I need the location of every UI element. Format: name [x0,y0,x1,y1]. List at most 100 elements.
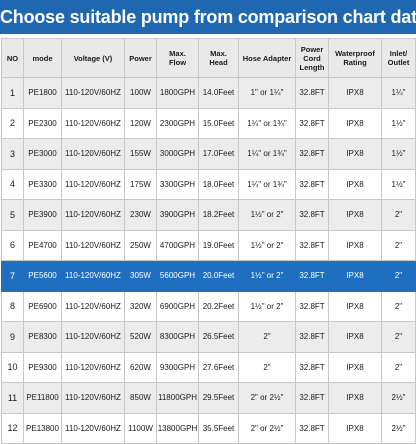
cell-hose-adapter: 1½" or 2" [238,199,296,231]
table-row: 11 PE11800 110-120V/60HZ 850W 11800GPH 29.5Fe… [1,382,416,414]
table-row: 10 PE9300 110-120V/60HZ 620W 9300GPH 27.6Feet… [1,351,416,383]
cell-power-cord-length: 32.8FT [295,199,329,231]
cell-power-cord-length: 32.8FT [295,77,329,109]
cell-power: 1100W [124,412,157,444]
cell-max-flow: 3000GPH [156,138,199,170]
cell-mode: PE8300 [23,321,62,353]
cell-mode: PE13800 [23,412,62,444]
cell-hose-adapter: 2" [238,351,296,383]
cell-inlet-outlet: 2½" [381,382,416,414]
cell-max-flow: 9300GPH [156,351,199,383]
column-header-hose-adapter: Hose Adapter [238,38,296,78]
cell-power-cord-length: 32.8FT [295,382,329,414]
cell-no: 10 [1,351,24,383]
cell-no: 3 [1,138,24,170]
cell-max-head: 27.6Feet [198,351,239,383]
column-header-waterproof-rating: Waterproof Rating [328,38,382,78]
column-header-power-cord-length: Power Cord Length [295,38,329,78]
cell-max-flow: 1800GPH [156,77,199,109]
cell-no: 2 [1,107,24,139]
table-row: 12 PE13800 110-120V/60HZ 1100W 13800GPH 35.5F… [1,412,416,444]
table-row: 6 PE4700 110-120V/60HZ 250W 4700GPH 19.0Feet 1… [1,229,416,261]
cell-power: 120W [124,107,157,139]
cell-mode: PE3900 [23,199,62,231]
cell-voltage: 110-120V/60HZ [61,199,125,231]
cell-power: 305W [124,260,157,292]
cell-hose-adapter: 1½" or 2" [238,260,296,292]
cell-voltage: 110-120V/60HZ [61,229,125,261]
cell-mode: PE11800 [23,382,62,414]
cell-no: 1 [1,77,24,109]
cell-inlet-outlet: 1¼" [381,77,416,109]
cell-voltage: 110-120V/60HZ [61,107,125,139]
cell-power: 230W [124,199,157,231]
cell-inlet-outlet: 1½" [381,107,416,139]
cell-max-head: 29.5Feet [198,382,239,414]
cell-waterproof-rating: IPX8 [328,138,382,170]
cell-max-head: 18.2Feet [198,199,239,231]
cell-voltage: 110-120V/60HZ [61,382,125,414]
cell-power: 175W [124,168,157,200]
cell-voltage: 110-120V/60HZ [61,412,125,444]
cell-max-flow: 3300GPH [156,168,199,200]
cell-power-cord-length: 32.8FT [295,260,329,292]
cell-waterproof-rating: IPX8 [328,321,382,353]
cell-power: 155W [124,138,157,170]
cell-no: 12 [1,412,24,444]
cell-hose-adapter: 1¼" or 1¾" [238,138,296,170]
cell-mode: PE2300 [23,107,62,139]
table-row: 8 PE6900 110-120V/60HZ 320W 6900GPH 20.2Feet 1… [1,290,416,322]
cell-mode: PE3000 [23,138,62,170]
cell-inlet-outlet: 1½" [381,168,416,200]
cell-power: 250W [124,229,157,261]
cell-max-flow: 5600GPH [156,260,199,292]
cell-voltage: 110-120V/60HZ [61,351,125,383]
cell-power: 520W [124,321,157,353]
cell-hose-adapter: 2" or 2½" [238,412,296,444]
cell-hose-adapter: 1¼" or 1¾" [238,107,296,139]
cell-max-flow: 8300GPH [156,321,199,353]
column-header-max-flow: Max. Flow [156,38,199,78]
cell-waterproof-rating: IPX8 [328,199,382,231]
cell-hose-adapter: 2" [238,321,296,353]
pump-comparison-table: NO mode Voltage (V) Power Max. Flow Max. Head Ho… [1,38,416,444]
cell-power-cord-length: 32.8FT [295,290,329,322]
cell-voltage: 110-120V/60HZ [61,138,125,170]
cell-max-head: 19.0Feet [198,229,239,261]
cell-power-cord-length: 32.8FT [295,107,329,139]
cell-inlet-outlet: 1½" [381,138,416,170]
table-row: 7 PE5600 110-120V/60HZ 305W 5600GPH 20.0Feet 1… [1,260,416,292]
cell-waterproof-rating: IPX8 [328,168,382,200]
cell-power-cord-length: 32.8FT [295,168,329,200]
cell-power-cord-length: 32.8FT [295,321,329,353]
cell-inlet-outlet: 2" [381,229,416,261]
cell-waterproof-rating: IPX8 [328,412,382,444]
cell-mode: PE6900 [23,290,62,322]
cell-no: 5 [1,199,24,231]
cell-hose-adapter: 2" or 2½" [238,382,296,414]
cell-hose-adapter: 1¼" or 1¾" [238,168,296,200]
column-header-inlet-outlet: Inlet/Outlet [381,38,416,78]
cell-inlet-outlet: 2" [381,199,416,231]
cell-max-flow: 11800GPH [156,382,199,414]
cell-power: 320W [124,290,157,322]
cell-max-head: 35.5Feet [198,412,239,444]
column-header-no: NO [1,38,24,78]
cell-max-head: 14.0Feet [198,77,239,109]
cell-max-head: 17.0Feet [198,138,239,170]
cell-hose-adapter: 1" or 1¼" [238,77,296,109]
cell-no: 4 [1,168,24,200]
column-header-power: Power [124,38,157,78]
cell-no: 8 [1,290,24,322]
cell-power-cord-length: 32.8FT [295,351,329,383]
cell-power: 620W [124,351,157,383]
cell-no: 9 [1,321,24,353]
cell-power-cord-length: 32.8FT [295,412,329,444]
cell-hose-adapter: 1½" or 2" [238,290,296,322]
cell-power-cord-length: 32.8FT [295,229,329,261]
cell-max-flow: 2300GPH [156,107,199,139]
cell-voltage: 110-120V/60HZ [61,77,125,109]
table-row: 5 PE3900 110-120V/60HZ 230W 3900GPH 18.2Feet 1… [1,199,416,231]
cell-voltage: 110-120V/60HZ [61,260,125,292]
cell-max-head: 15.0Feet [198,107,239,139]
